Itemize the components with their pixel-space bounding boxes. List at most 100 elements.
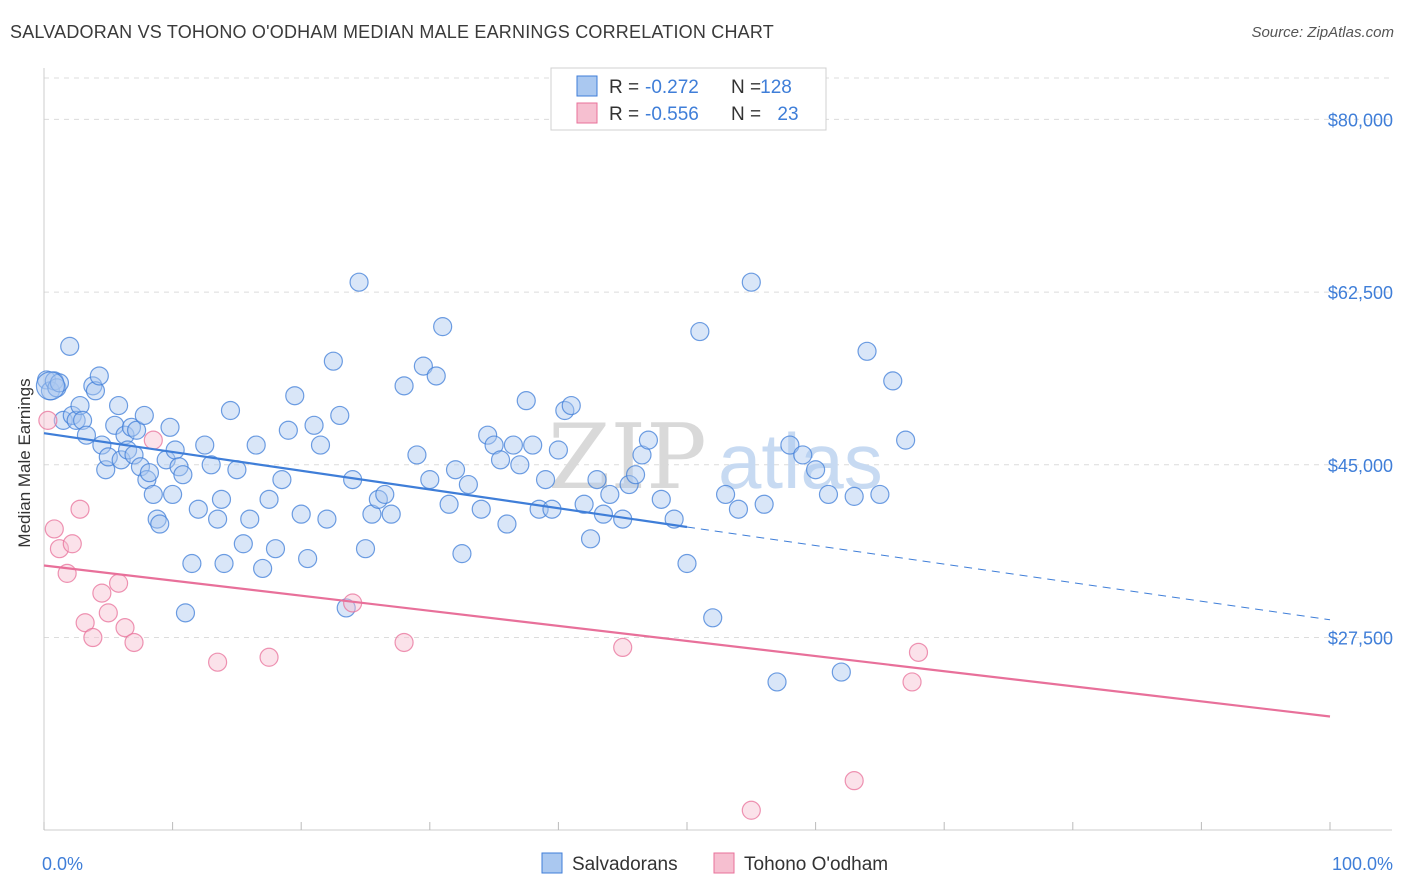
salvadoran-point	[690, 321, 710, 342]
salvadoran-point	[70, 395, 90, 416]
salvadoran-point	[72, 410, 93, 430]
salvadoran-point	[310, 435, 331, 455]
salvadoran-point	[240, 509, 260, 529]
tohono-point	[143, 430, 163, 450]
salvadoran-point	[126, 420, 147, 440]
salvadoran-point	[66, 410, 86, 430]
y-tick-labels: $27,500 $45,000 $62,500 $80,000	[1328, 110, 1393, 648]
tohono-point	[741, 800, 761, 820]
salvadoran-point	[619, 474, 639, 495]
salvadoran-point	[134, 405, 154, 426]
salvadoran-trend-extension	[686, 526, 1331, 621]
salvadoran-point	[259, 489, 279, 509]
salvadoran-point	[580, 529, 601, 549]
bottom-swatch-blue	[541, 852, 563, 874]
trend-lines	[43, 432, 1331, 718]
tohono-point	[62, 534, 82, 554]
watermark-zip: ZIP	[548, 405, 707, 510]
tohono-point	[902, 672, 922, 692]
salvadoran-point	[285, 386, 305, 406]
legend-swatch-pink	[576, 102, 598, 124]
salvadoran-point	[105, 415, 125, 435]
salvadoran-point	[121, 417, 142, 437]
tohono-point	[844, 771, 864, 791]
salvadoran-point	[625, 465, 646, 485]
salvadoran-point	[831, 662, 851, 682]
salvadoran-point	[478, 425, 498, 445]
salvadoran-point	[535, 470, 556, 490]
watermark-atlas: atlas	[718, 417, 883, 505]
salvadoran-point	[394, 376, 414, 396]
salvadoran-point	[420, 470, 440, 490]
tohono-point	[908, 642, 929, 662]
axes	[43, 68, 1392, 831]
salvadoran-point	[163, 484, 183, 505]
y-tick-label: $27,500	[1328, 629, 1393, 649]
salvadoran-point	[805, 460, 826, 480]
y-tick-label: $62,500	[1328, 283, 1393, 303]
x-tick-label: 100.0%	[1332, 854, 1393, 874]
salvadoran-point	[677, 553, 697, 574]
salvadoran-point	[857, 341, 877, 361]
bottom-legend: Salvadorans Tohono O'odham	[541, 852, 888, 875]
salvadoran-point	[452, 544, 472, 564]
salvadoran-point	[439, 494, 459, 514]
salvadoran-point	[272, 470, 292, 490]
salvadoran-point	[173, 465, 193, 485]
salvadoran-point	[150, 514, 170, 534]
salvadoran-point	[471, 499, 491, 519]
salvadoran-point	[60, 336, 80, 356]
salvadoran-point	[108, 395, 129, 416]
salvadoran-point	[574, 494, 594, 514]
salvadoran-point	[265, 539, 286, 559]
grid-lines	[44, 77, 1392, 639]
salvadoran-point	[220, 400, 241, 421]
tohono-point	[38, 410, 58, 430]
salvadoran-point	[503, 435, 523, 455]
legend-n-value: 23	[777, 104, 798, 125]
salvadoran-point	[349, 272, 369, 292]
salvadoran-point	[561, 395, 581, 416]
salvadoran-point	[89, 366, 109, 386]
salvadoran-point	[445, 460, 466, 480]
salvadoran-point	[201, 455, 221, 475]
tohono-point	[259, 647, 279, 667]
salvadoran-point	[214, 553, 234, 574]
salvadoran-point	[336, 598, 356, 618]
salvadoran-point	[793, 445, 813, 465]
salvadoran-point	[298, 548, 318, 569]
tohono-point	[92, 583, 112, 603]
salvadoran-point	[291, 504, 311, 524]
salvadoran-point	[883, 371, 903, 391]
salvadoran-point	[76, 425, 97, 445]
tohono-point	[83, 627, 103, 648]
salvadoran-point	[139, 463, 160, 483]
salvadoran-point	[767, 672, 787, 692]
y-tick-label: $45,000	[1328, 456, 1393, 476]
legend-swatch-blue	[576, 75, 598, 97]
salvadoran-point	[330, 405, 350, 426]
salvadoran-point	[317, 509, 337, 529]
salvadorans-points	[35, 272, 916, 692]
salvadoran-point	[35, 371, 66, 401]
legend-n-label: N =	[731, 77, 761, 98]
tohono-point	[115, 618, 135, 638]
salvadoran-point	[870, 484, 890, 505]
salvadoran-point	[600, 484, 620, 505]
salvadoran-point	[143, 484, 163, 505]
salvadoran-point	[165, 440, 185, 460]
salvadoran-point	[147, 509, 167, 529]
salvadoran-point	[523, 435, 543, 455]
salvadoran-point	[208, 509, 228, 529]
salvadoran-point	[368, 489, 388, 509]
tohono-trend-line	[43, 564, 1331, 718]
salvadoran-point	[497, 514, 517, 534]
salvadoran-point	[510, 455, 530, 475]
y-axis-label: Median Male Earnings	[15, 378, 34, 547]
salvadoran-point	[182, 553, 202, 574]
chart-title: SALVADORAN VS TOHONO O'ODHAM MEDIAN MALE…	[10, 22, 774, 42]
salvadoran-point	[490, 450, 511, 470]
bottom-legend-salvadorans: Salvadorans	[572, 854, 678, 875]
tohono-point	[108, 573, 129, 593]
